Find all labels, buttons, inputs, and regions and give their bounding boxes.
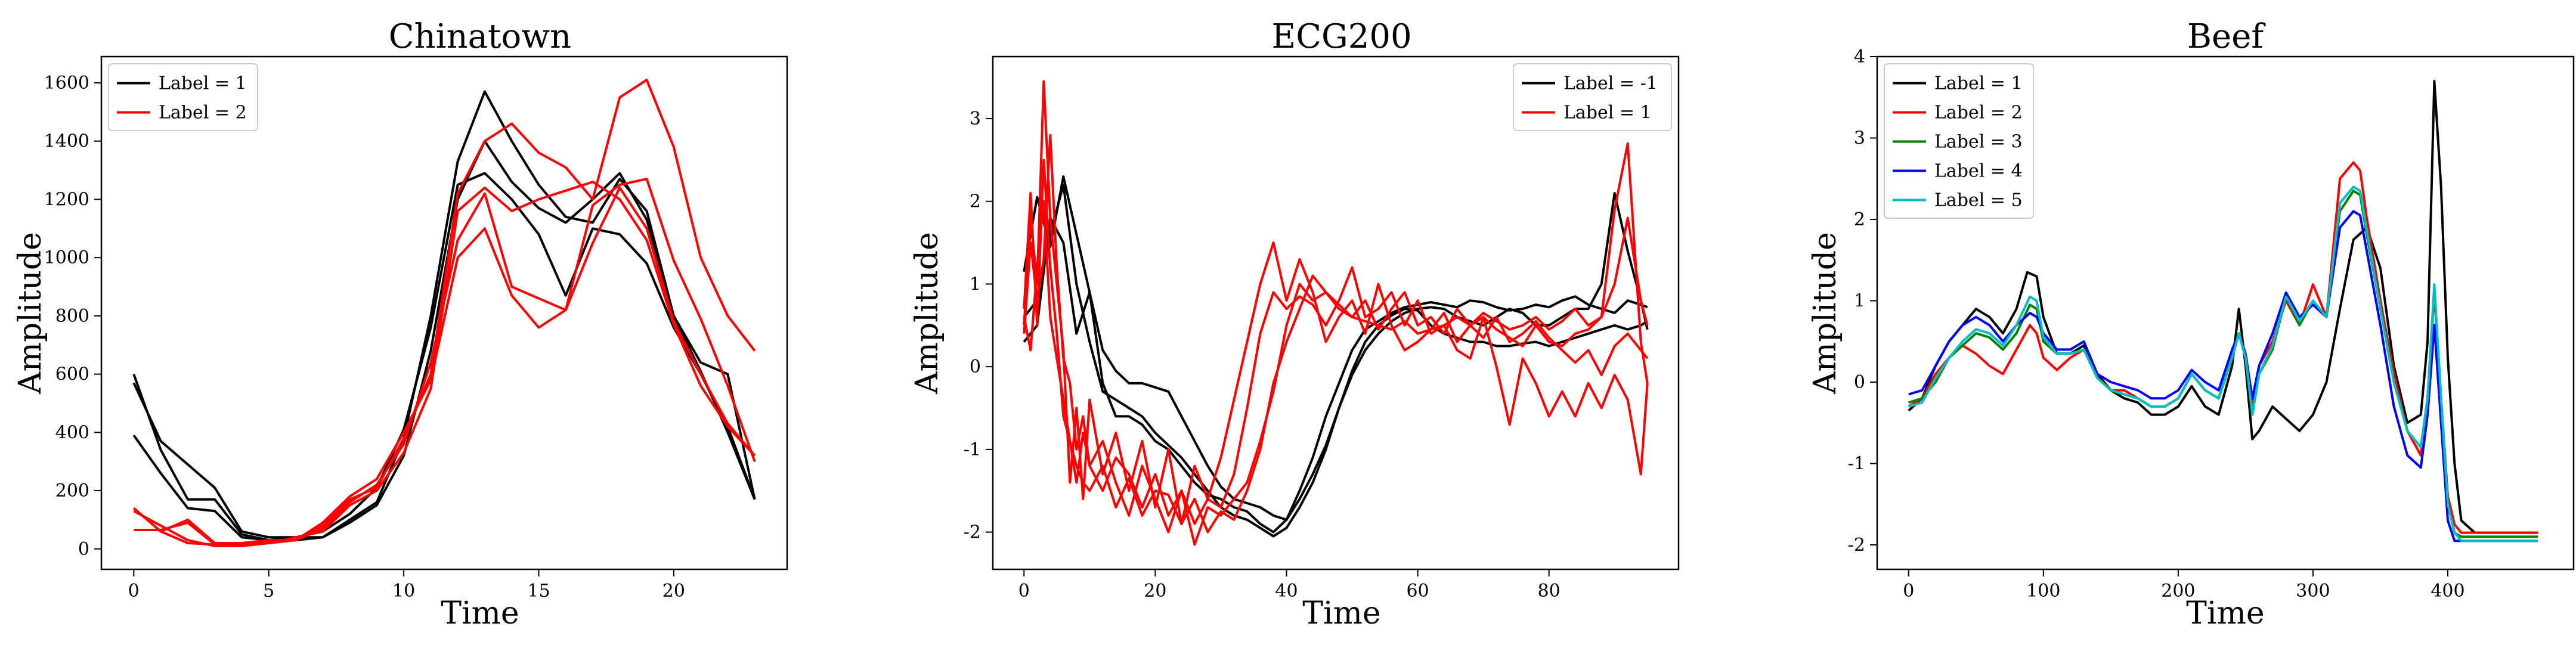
legend: Label = 1 Label = 2 Label = 3 Label = 4 Labe…: [1884, 63, 2034, 219]
series-line: [1908, 185, 2538, 542]
panel-chinatown: Chinatown Time Amplitude 0 5 10 15 200200400…: [13, 17, 788, 631]
legend-label: Label = 4: [1934, 161, 2023, 182]
y-tick-label: 3: [1854, 128, 1865, 149]
y-tick-label: 1200: [44, 189, 89, 210]
y-tick-label: -1: [1848, 454, 1865, 475]
y-tick-label: 2: [1854, 209, 1865, 230]
x-tick-label: 40: [1275, 581, 1298, 602]
y-axis-label: Amplitude: [13, 232, 48, 395]
x-tick-label: 200: [2161, 581, 2195, 602]
x-tick-label: 20: [1144, 581, 1166, 602]
y-tick-label: 0: [1854, 372, 1865, 393]
y-tick-label: -1: [964, 439, 981, 460]
legend: Label = 1 Label = 2: [108, 63, 258, 131]
series-line: [1023, 159, 1649, 525]
series-line: [132, 90, 756, 542]
series-line: [132, 172, 756, 539]
x-tick-label: 300: [2296, 581, 2330, 602]
y-tick-label: 2: [970, 191, 981, 212]
x-tick-label: 100: [2026, 581, 2060, 602]
plot-area: [1023, 80, 1649, 546]
series-line: [1023, 184, 1648, 538]
y-axis-label: Amplitude: [909, 232, 945, 395]
y-tick-label: 1: [970, 274, 981, 294]
legend: Label = -1 Label = 1: [1513, 63, 1672, 131]
y-tick-label: 1: [1854, 291, 1865, 312]
axes-frame: [992, 55, 1680, 571]
y-axis-label: Amplitude: [1807, 232, 1843, 395]
legend-label: Label = 1: [159, 73, 247, 94]
legend-label: Label = 3: [1934, 132, 2023, 153]
legend-label: Label = 1: [1563, 103, 1652, 123]
axes-frame: [100, 55, 788, 571]
x-tick-label: 0: [1018, 581, 1030, 602]
y-tick-label: 3: [970, 108, 981, 129]
series-line: [132, 139, 756, 542]
legend-label: Label = 2: [1934, 103, 2023, 123]
y-tick-label: 1400: [44, 131, 89, 152]
legend-box: [108, 63, 258, 131]
y-tick-label: 600: [55, 364, 89, 385]
panel-ecg200: ECG200 Time Amplitude 0 20 40 60 80-2-10123 …: [909, 17, 1680, 631]
x-tick-label: 60: [1406, 581, 1429, 602]
series-line: [1023, 80, 1649, 525]
y-tick-label: 0: [970, 356, 981, 377]
x-tick-label: 10: [392, 581, 415, 602]
plot-area: [1908, 80, 2538, 542]
x-tick-label: 5: [263, 581, 274, 602]
y-tick-label: -2: [1848, 535, 1865, 556]
y-tick-label: 0: [78, 539, 89, 560]
legend-label: Label = 5: [1934, 190, 2023, 211]
legend-label: Label = 1: [1934, 73, 2023, 94]
x-tick-label: 0: [128, 581, 140, 602]
y-tick-label: 800: [55, 306, 89, 327]
legend-box: [1513, 63, 1672, 131]
series-line: [133, 181, 756, 547]
y-tick-label: 400: [55, 422, 89, 443]
y-tick-label: 1000: [44, 247, 89, 268]
panel-title: Chinatown: [389, 17, 572, 56]
x-tick-label: 80: [1538, 581, 1561, 602]
panel-beef: Beef Time Amplitude 0 100 200 300 400 -2 -1 0 1 2…: [1807, 17, 2575, 631]
legend-label: Label = -1: [1563, 73, 1658, 94]
y-tick-label: -2: [964, 522, 981, 543]
x-tick-label: 400: [2431, 581, 2464, 602]
y-tick-label: 1600: [44, 73, 89, 94]
x-tick-label: 20: [662, 581, 685, 602]
axes-frame: [1876, 55, 2575, 571]
y-tick-label: 200: [55, 480, 89, 501]
legend-box: [1884, 63, 2034, 219]
ticks: 0 100 200 300 400 -2 -1 0 1 2 3 4: [1848, 46, 2465, 602]
series-line: [134, 186, 756, 546]
x-tick-label: 0: [1903, 581, 1914, 602]
ticks: 0 20 40 60 80 -2 -1 0 1 2 3: [964, 108, 1561, 602]
series-line: [1908, 80, 2538, 534]
panel-title: Beef: [2187, 17, 2266, 56]
y-tick-label: 4: [1854, 46, 1865, 67]
x-axis-label: Time: [2186, 596, 2264, 631]
series-line: [1023, 216, 1648, 534]
plot-area: [132, 79, 756, 547]
series-line: [1023, 200, 1649, 534]
panel-title: ECG200: [1271, 17, 1411, 56]
x-axis-label: Time: [441, 596, 519, 631]
legend-label: Label = 2: [159, 103, 247, 123]
x-tick-label: 15: [527, 581, 550, 602]
x-axis-label: Time: [1302, 596, 1380, 631]
